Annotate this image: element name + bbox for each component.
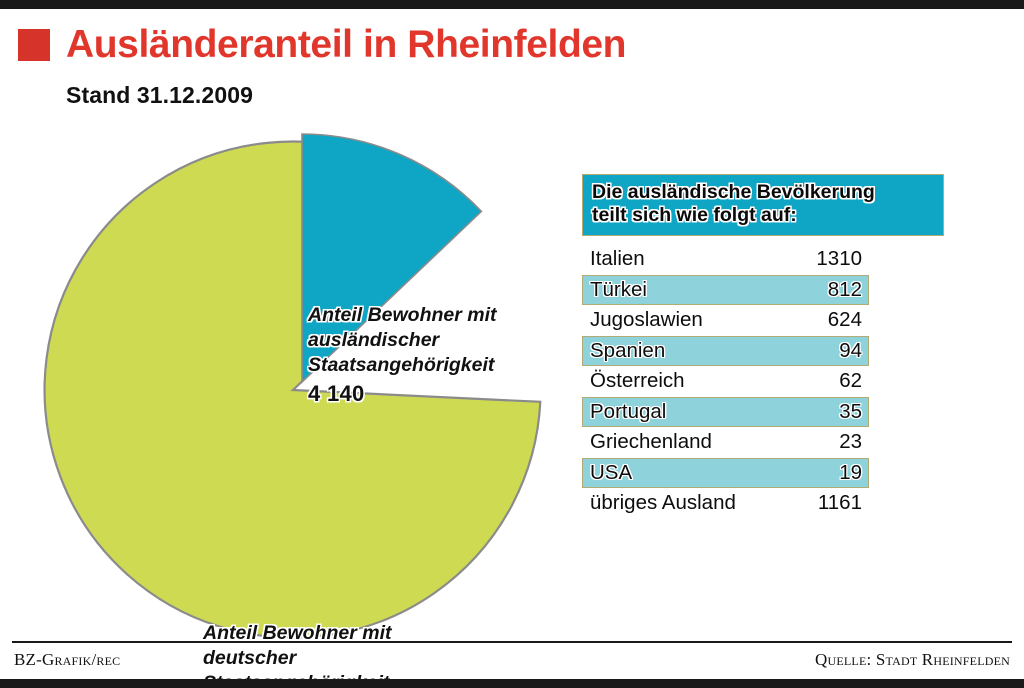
pie-slice-foreign	[301, 133, 483, 384]
footer-rule	[12, 641, 1012, 643]
title-text: Ausländeranteil in Rheinfelden	[66, 23, 627, 66]
table-cell-count: 812	[827, 277, 862, 301]
pie-label-foreign: Anteil Bewohner mit ausländischer Staats…	[308, 278, 497, 433]
table-cell-country: Türkei	[590, 277, 647, 301]
table-cell-count: 624	[827, 308, 862, 331]
page-title: Ausländeranteil in Rheinfelden	[18, 25, 626, 64]
table-cell-count: 19	[839, 460, 862, 484]
table-cell-count: 94	[839, 338, 862, 362]
table-cell-count: 1161	[817, 491, 862, 514]
top-rule	[0, 0, 1024, 9]
table-row: Griechenland 23	[582, 427, 869, 457]
table-row: Jugoslawien 624	[582, 305, 869, 335]
table-cell-country: übriges Ausland	[590, 491, 736, 514]
table-cell-country: USA	[590, 460, 633, 484]
breakdown-table: Die ausländische Bevölkerung teilt sich …	[582, 174, 954, 519]
table-row: übriges Ausland 1161	[582, 488, 869, 518]
footer-source: Quelle: Stadt Rheinfelden	[815, 650, 1010, 669]
table-row: Italien 1310	[582, 244, 869, 274]
footer-credit: BZ-Grafik/rec	[14, 650, 121, 669]
table-cell-country: Griechenland	[590, 430, 712, 453]
table-row: Spanien 94	[582, 335, 869, 366]
table-cell-country: Spanien	[590, 338, 666, 362]
table-row: Portugal 35	[582, 396, 869, 427]
bottom-rule	[0, 679, 1024, 688]
pie-chart-svg	[43, 133, 542, 639]
table-cell-country: Italien	[590, 247, 645, 270]
pie-label-foreign-text: Anteil Bewohner mit ausländischer Staats…	[308, 303, 497, 376]
table-row: Türkei 812	[582, 274, 869, 305]
table-cell-count: 62	[839, 369, 862, 392]
table-cell-count: 35	[839, 399, 862, 423]
table-cell-country: Portugal	[590, 399, 667, 423]
table-row: Österreich 62	[582, 366, 869, 396]
table-cell-count: 1310	[816, 247, 862, 270]
breakdown-table-title: Die ausländische Bevölkerung teilt sich …	[582, 174, 944, 236]
square-bullet-icon	[18, 28, 50, 61]
table-cell-country: Österreich	[590, 369, 685, 392]
pie-value-foreign: 4 140	[308, 380, 365, 406]
table-cell-count: 23	[839, 430, 862, 453]
table-row: USA 19	[582, 457, 869, 488]
table-cell-country: Jugoslawien	[590, 308, 703, 331]
subtitle-text: Stand 31.12.2009	[66, 82, 253, 108]
pie-chart: Anteil Bewohner mit ausländischer Staats…	[0, 100, 580, 688]
breakdown-table-rows: Italien 1310 Türkei 812 Jugoslawien 624 Spanie…	[582, 244, 954, 518]
